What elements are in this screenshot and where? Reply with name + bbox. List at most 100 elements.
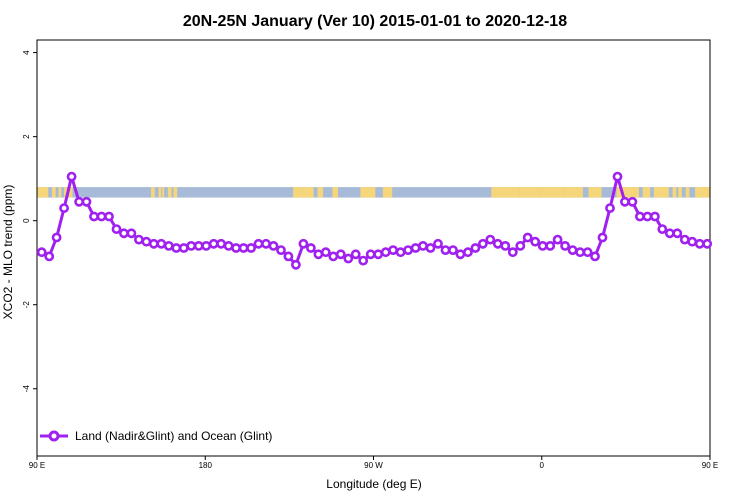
- data-point: [597, 232, 608, 243]
- data-point: [133, 234, 144, 245]
- y-tick-label: -4: [22, 385, 31, 393]
- data-point: [448, 245, 458, 255]
- data-point: [477, 238, 488, 249]
- data-point: [694, 238, 705, 249]
- data-point: [81, 196, 92, 207]
- data-point: [425, 243, 436, 253]
- data-point: [687, 236, 698, 247]
- data-point: [119, 228, 129, 239]
- data-point: [59, 203, 69, 213]
- data-point: [590, 251, 600, 262]
- land-segment: [332, 187, 338, 198]
- land-segment: [695, 187, 710, 198]
- data-point: [620, 196, 630, 207]
- surface-strip: [37, 187, 710, 198]
- x-axis: 90 E 180 90 W 0 90 E: [29, 456, 718, 470]
- data-point: [440, 245, 451, 255]
- y-tick-label: 0: [22, 218, 31, 223]
- data-point: [635, 211, 645, 222]
- data-point: [246, 243, 256, 253]
- land-segment: [539, 187, 565, 198]
- legend: Land (Nadir&Glint) and Ocean (Glint): [40, 429, 272, 443]
- data-point: [627, 196, 638, 207]
- y-tick-label: -2: [22, 301, 31, 309]
- data-point: [575, 247, 585, 258]
- data-point: [223, 240, 234, 251]
- data-point: [537, 240, 548, 251]
- land-segment: [317, 187, 324, 198]
- land-segment: [360, 187, 376, 198]
- data-point: [253, 238, 264, 249]
- data-point: [148, 238, 159, 249]
- series-layer: [36, 171, 713, 270]
- x-tick-label: 0: [540, 461, 545, 470]
- data-point: [672, 228, 683, 239]
- data-point: [343, 253, 354, 264]
- y-axis: -4 -2 0 2 4: [22, 50, 37, 392]
- data-point: [111, 224, 122, 234]
- data-point: [552, 234, 563, 245]
- data-point: [335, 249, 346, 260]
- land-segment: [672, 187, 677, 198]
- land-segment: [51, 187, 56, 198]
- data-point: [403, 245, 413, 255]
- data-point: [156, 238, 167, 249]
- land-segment: [642, 187, 651, 198]
- data-point: [500, 240, 511, 251]
- data-point: [702, 238, 713, 249]
- data-point: [433, 238, 443, 249]
- land-segment: [68, 187, 73, 198]
- data-point: [51, 232, 62, 243]
- data-point: [305, 243, 316, 253]
- data-point: [388, 245, 398, 255]
- plot-frame: [36, 39, 711, 457]
- data-point: [507, 247, 518, 258]
- data-point: [44, 251, 55, 262]
- data-point: [89, 211, 99, 222]
- land-segment: [167, 187, 172, 198]
- land-segment: [151, 187, 155, 198]
- data-point: [455, 249, 466, 260]
- data-point: [365, 249, 376, 260]
- data-point: [216, 238, 226, 249]
- land-segment: [678, 187, 682, 198]
- data-point: [515, 240, 526, 251]
- data-point: [231, 243, 241, 253]
- data-point: [126, 228, 137, 239]
- data-point: [560, 240, 570, 251]
- data-point: [298, 238, 309, 249]
- data-point: [650, 211, 660, 222]
- land-segment: [653, 187, 669, 198]
- land-segment: [58, 187, 62, 198]
- data-point: [186, 240, 197, 251]
- data-point: [290, 259, 301, 270]
- x-axis-label: Longitude (deg E): [326, 477, 421, 491]
- data-point: [373, 249, 384, 260]
- data-point: [238, 243, 249, 253]
- data-point: [193, 240, 204, 251]
- data-point: [522, 232, 533, 243]
- data-point: [96, 211, 107, 222]
- data-point: [283, 251, 294, 262]
- y-tick-label: 4: [22, 50, 31, 55]
- land-segment: [158, 187, 162, 198]
- data-point: [657, 224, 668, 234]
- chart-title: 20N-25N January (Ver 10) 2015-01-01 to 2…: [183, 13, 567, 30]
- data-point: [350, 249, 361, 260]
- data-point: [36, 247, 47, 258]
- data-point: [268, 240, 279, 251]
- land-segment: [564, 187, 583, 198]
- data-point: [545, 240, 556, 251]
- data-point: [418, 240, 428, 251]
- data-point: [612, 171, 623, 182]
- data-point: [492, 238, 503, 249]
- y-tick-label: 2: [22, 134, 31, 139]
- land-segment: [685, 187, 690, 198]
- land-segment: [300, 187, 314, 198]
- legend-marker: [48, 430, 60, 442]
- land-segment: [64, 187, 67, 198]
- data-point: [462, 247, 473, 258]
- data-point: [201, 240, 212, 251]
- data-point: [261, 238, 271, 249]
- y-axis-label: XCO2 - MLO trend (ppm): [1, 185, 15, 320]
